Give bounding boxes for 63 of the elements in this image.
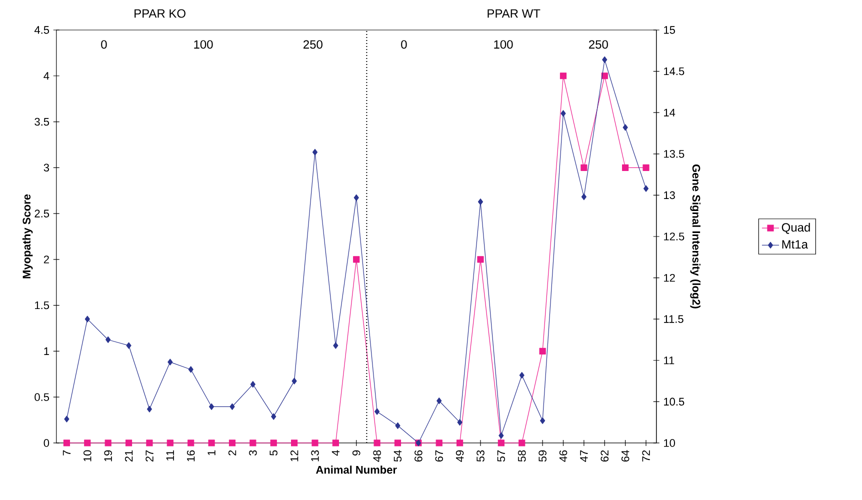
y2-tick-label: 11.5	[664, 315, 684, 323]
y2-tick-label: 12.5	[664, 232, 684, 240]
x-tick-label: 1	[208, 450, 216, 456]
y-tick-label: 0.5	[34, 393, 50, 401]
y2-axis-title: Gene Signal Intensity (log2)	[690, 164, 700, 308]
y-tick-label: 2.5	[34, 210, 50, 218]
x-tick-label: 53	[476, 450, 484, 462]
y-tick-label: 4	[44, 72, 50, 80]
x-tick-label: 19	[104, 450, 112, 462]
x-tick-label: 72	[642, 450, 650, 462]
x-tick-label: 3	[249, 450, 257, 456]
y2-tick-label: 14	[664, 108, 676, 116]
x-tick-label: 57	[497, 450, 506, 462]
x-tick-label: 5	[270, 450, 278, 456]
x-tick-label: 10	[84, 450, 92, 462]
y-tick-label: 4.5	[34, 26, 50, 34]
x-tick-label: 11	[166, 450, 174, 460]
y-tick-label: 0	[44, 439, 50, 447]
annotation: 0	[401, 40, 407, 49]
annotation: 100	[494, 40, 513, 49]
x-tick-label: 12	[290, 450, 298, 462]
y2-tick-label: 11	[664, 356, 674, 364]
y2-tick-label: 10.5	[664, 398, 684, 406]
x-tick-label: 4	[332, 450, 340, 456]
y2-tick-label: 12	[664, 274, 675, 282]
y-tick-label: 3	[44, 164, 50, 172]
x-tick-label: 2	[228, 450, 236, 456]
annotation: 250	[589, 40, 608, 49]
annotation: 0	[101, 40, 107, 49]
y2-tick-label: 15	[664, 26, 675, 34]
x-tick-label: 58	[518, 450, 526, 462]
x-axis-title: Animal Number	[316, 466, 397, 474]
x-tick-label: 27	[146, 450, 154, 462]
y2-tick-label: 14.5	[664, 67, 684, 76]
x-tick-label: 66	[414, 450, 422, 462]
x-tick-label: 16	[186, 450, 195, 462]
x-tick-label: 9	[352, 450, 360, 456]
x-tick-label: 67	[435, 450, 444, 462]
text: PPAR WT	[488, 9, 540, 18]
y-tick-label: 1	[44, 347, 49, 355]
legend-label: Quad	[782, 222, 810, 234]
x-tick-label: 54	[394, 450, 402, 462]
y2-tick-label: 13	[664, 191, 675, 200]
y-axis-title: Myopathy Score	[22, 194, 33, 278]
annotation: 100	[194, 40, 213, 49]
x-tick-label: 48	[373, 450, 381, 462]
y-tick-label: 1.5	[35, 301, 50, 310]
y-tick-label: 3.5	[34, 118, 50, 126]
y2-tick-label: 13.5	[664, 150, 684, 158]
x-tick-label: 46	[559, 450, 568, 462]
x-tick-label: 21	[124, 450, 133, 462]
x-tick-label: 49	[456, 450, 464, 462]
x-tick-label: 59	[538, 450, 546, 462]
annotation: 250	[303, 40, 322, 49]
y-tick-label: 2	[44, 256, 49, 264]
x-tick-label: 13	[311, 450, 319, 462]
y2-tick-label: 10	[664, 439, 676, 447]
x-tick-label: 62	[600, 450, 609, 462]
text: PPAR KO	[134, 9, 186, 18]
legend-label: Mt1a	[782, 240, 808, 249]
x-tick-label: 47	[580, 450, 588, 462]
x-tick-label: 64	[621, 450, 630, 462]
x-tick-label: 7	[62, 450, 70, 456]
